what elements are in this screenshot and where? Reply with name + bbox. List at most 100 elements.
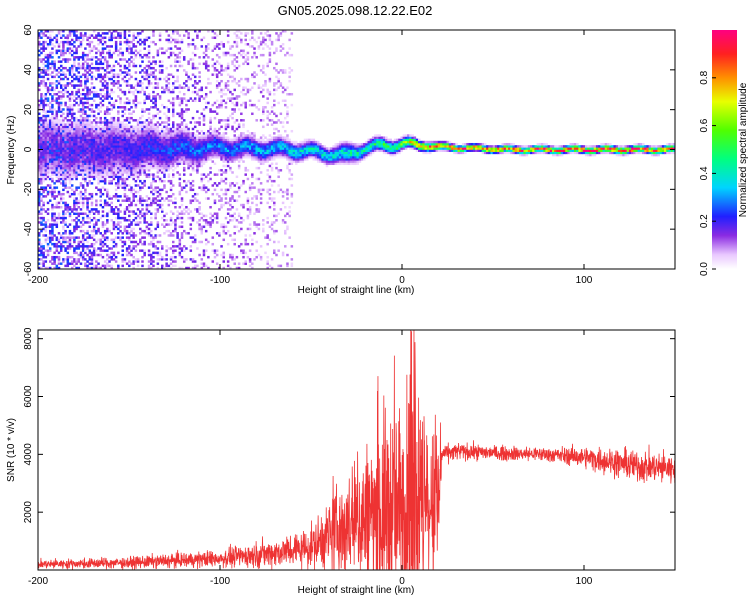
spectrogram-cell [156,186,160,189]
spectrogram-cell [81,123,85,126]
spectrogram-cell [207,221,210,224]
spectrogram-cell [233,97,236,100]
spectrogram-cell [185,127,188,131]
spectrogram-cell [235,219,239,222]
spectrogram-cell [156,210,160,213]
spectrogram-cell [200,160,204,163]
spectrogram-cell [132,32,135,35]
spectrogram-cell [55,129,59,133]
spectrogram-cell [132,138,135,142]
spectrogram-cell [233,238,236,242]
spectrogram-cell [158,205,162,209]
spectrogram-cell [70,49,74,53]
spectrogram-cell [106,192,109,196]
spectrogram-cell [68,186,72,189]
spectrogram-cell [57,75,61,79]
spectrogram-cell [73,175,76,179]
spectrogram-cell [204,238,208,242]
spectrogram-cell [46,153,50,157]
spectrogram-cell [204,95,208,98]
spectrogram-cell [191,127,195,131]
spectrogram-cell [145,162,149,166]
spectrogram-cell [152,123,155,126]
spectrogram-cell [174,260,177,263]
spectrogram-cell [68,164,72,168]
spectrogram-cell [48,138,52,142]
spectrogram-cell [81,38,85,42]
spectrogram-cell [196,158,199,161]
spectrogram-cell [169,258,173,261]
spectrogram-cell [145,142,149,146]
spectrogram-cell [48,82,52,85]
spectrogram-cell [79,212,83,215]
spectrogram-cell [84,112,87,116]
spectrogram-cell [97,138,100,142]
spectrogram-cell [182,86,186,89]
spectrogram-cell [134,106,138,109]
spectrogram-cell [121,145,124,148]
spectrogram-cell [128,236,131,239]
spectrogram-cell [244,60,247,63]
spectrogram-cell [46,129,50,133]
spectrogram-cell [75,245,78,248]
spectrogram-cell [77,140,81,144]
spectrogram-cell [64,258,67,261]
spectrogram-cell [145,53,149,57]
spectrogram-cell [196,134,199,137]
spectrogram-cell [167,142,171,146]
spectrogram-cell [158,132,162,135]
spectrogram-cell [81,162,85,166]
spectrogram-cell [86,232,89,235]
spectrogram-cell [134,158,138,161]
spectrogram-cell [147,173,151,176]
spectrogram-cell [198,136,201,139]
spectrogram-cell [178,247,182,250]
spectrogram-cell [182,156,186,159]
spectrogram-cell [59,171,63,174]
spectrogram-cell [92,156,96,159]
spectrogram-cell [66,166,70,170]
spectrogram-cell [222,142,226,146]
spectrogram-cell [57,245,61,248]
spectrogram-cell [158,258,162,261]
spectrogram-cell [108,169,111,172]
spectrogram-cell [110,38,113,42]
spectrogram-cell [106,164,109,168]
spectrogram-cell [95,60,98,63]
spectrogram-cell [244,134,247,137]
spectrogram-cell [134,53,138,57]
spectrogram-cell [75,160,78,163]
spectrogram-cell [189,158,193,161]
spectrogram-cell [180,145,184,148]
spectrogram-cell [143,162,146,166]
spectrogram-cell [213,110,217,113]
spectrogram-cell [165,121,168,124]
spectrogram-cell [92,162,96,166]
spectrogram-cell [81,212,85,215]
spectrogram-cell [101,234,105,237]
spectrogram-cell [95,210,98,213]
spectrogram-cell [40,97,43,100]
spectrogram-cell [70,64,74,68]
spectrogram-cell [163,149,166,152]
spectrogram-cell [97,212,100,215]
spectrogram-cell [84,121,87,124]
spectrogram-cell [99,101,102,105]
spectrogram-cell [110,45,113,48]
spectrogram-cell [141,151,144,155]
spectrogram-cell [103,232,107,235]
spectrogram-cell [101,66,105,70]
spectrogram-cell [171,229,175,233]
spectrogram-cell [64,49,67,53]
spectrogram-cell [235,153,239,157]
spectrogram-cell [176,142,179,146]
spectrogram-cell [117,34,120,37]
spectrogram-cell [51,158,54,161]
spectrogram-cell [90,97,94,100]
spectrogram-cell [84,53,87,57]
spectrogram-cell [226,151,230,155]
spectrogram-cell [240,151,243,155]
spectrogram-cell [73,60,76,63]
spectrogram-cell [66,58,70,61]
spectrogram-cell [77,201,81,205]
